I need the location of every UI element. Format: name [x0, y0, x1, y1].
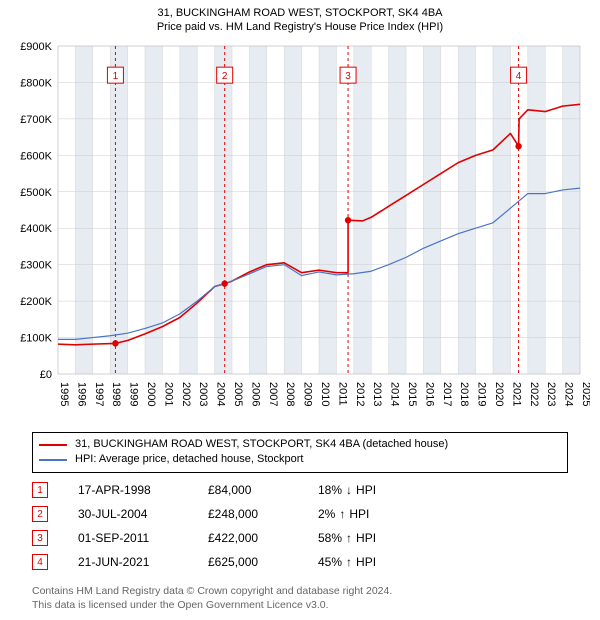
svg-text:2009: 2009: [302, 382, 314, 406]
svg-text:2016: 2016: [423, 382, 435, 406]
svg-text:2002: 2002: [180, 382, 192, 406]
legend-swatch: [39, 459, 67, 461]
arrow-up-icon: ↑: [346, 531, 352, 545]
arrow-up-icon: ↑: [339, 507, 345, 521]
sale-marker: 2: [32, 506, 48, 522]
svg-text:2011: 2011: [336, 382, 348, 406]
svg-text:2023: 2023: [545, 382, 557, 406]
svg-text:3: 3: [345, 71, 351, 82]
svg-text:2021: 2021: [510, 382, 522, 406]
sale-price: £625,000: [208, 555, 318, 569]
price-chart: £0 £100K £200K £300K £400K £500K £600K £700K £80…: [10, 40, 590, 420]
sale-delta: 45%↑HPI: [318, 555, 376, 569]
svg-text:£0: £0: [40, 369, 52, 381]
svg-text:2020: 2020: [493, 382, 505, 406]
sales-table: 1 17-APR-1998£84,00018%↓HPI 2 30-JUL-2004£2…: [32, 478, 376, 574]
footer: Contains HM Land Registry data © Crown c…: [32, 584, 392, 612]
svg-text:4: 4: [516, 71, 522, 82]
svg-text:1999: 1999: [128, 382, 140, 406]
legend-label: HPI: Average price, detached house, Stoc…: [75, 452, 304, 467]
legend-swatch: [39, 444, 67, 446]
sale-marker: 1: [32, 482, 48, 498]
svg-text:2022: 2022: [528, 382, 540, 406]
sale-row: 2 30-JUL-2004£248,0002%↑HPI: [32, 502, 376, 526]
svg-text:2019: 2019: [476, 382, 488, 406]
sale-row: 3 01-SEP-2011£422,00058%↑HPI: [32, 526, 376, 550]
sale-price: £84,000: [208, 483, 318, 497]
svg-text:2008: 2008: [284, 382, 296, 406]
sale-date: 01-SEP-2011: [78, 531, 208, 545]
sale-delta: 2%↑HPI: [318, 507, 369, 521]
svg-text:2: 2: [222, 71, 228, 82]
sale-delta: 58%↑HPI: [318, 531, 376, 545]
svg-text:2006: 2006: [249, 382, 261, 406]
svg-text:1998: 1998: [110, 382, 122, 406]
svg-text:2000: 2000: [145, 382, 157, 406]
arrow-down-icon: ↓: [346, 483, 352, 497]
footer-line1: Contains HM Land Registry data © Crown c…: [32, 584, 392, 598]
svg-text:£600K: £600K: [20, 150, 52, 162]
svg-text:2015: 2015: [406, 382, 418, 406]
sale-row: 4 21-JUN-2021£625,00045%↑HPI: [32, 550, 376, 574]
svg-text:2025: 2025: [580, 382, 590, 406]
svg-text:£700K: £700K: [20, 114, 52, 126]
legend-label: 31, BUCKINGHAM ROAD WEST, STOCKPORT, SK4…: [75, 437, 448, 452]
svg-text:2005: 2005: [232, 382, 244, 406]
svg-text:£300K: £300K: [20, 260, 52, 272]
svg-text:1: 1: [113, 71, 119, 82]
svg-text:2010: 2010: [319, 382, 331, 406]
svg-text:2017: 2017: [441, 382, 453, 406]
svg-text:2001: 2001: [162, 382, 174, 406]
sale-marker: 4: [32, 554, 48, 570]
svg-text:£900K: £900K: [20, 41, 52, 53]
svg-text:2007: 2007: [267, 382, 279, 406]
title-line2: Price paid vs. HM Land Registry's House …: [0, 20, 600, 34]
svg-text:1995: 1995: [58, 382, 70, 406]
legend-item: 31, BUCKINGHAM ROAD WEST, STOCKPORT, SK4…: [39, 437, 561, 452]
footer-line2: This data is licensed under the Open Gov…: [32, 598, 392, 612]
svg-text:£100K: £100K: [20, 333, 52, 345]
sale-marker: 3: [32, 530, 48, 546]
svg-text:£500K: £500K: [20, 187, 52, 199]
sale-price: £422,000: [208, 531, 318, 545]
svg-text:2012: 2012: [354, 382, 366, 406]
svg-text:2004: 2004: [215, 382, 227, 406]
legend-item: HPI: Average price, detached house, Stoc…: [39, 452, 561, 467]
svg-text:£200K: £200K: [20, 296, 52, 308]
sale-date: 21-JUN-2021: [78, 555, 208, 569]
legend: 31, BUCKINGHAM ROAD WEST, STOCKPORT, SK4…: [32, 432, 568, 473]
svg-text:2003: 2003: [197, 382, 209, 406]
svg-text:2024: 2024: [563, 382, 575, 406]
title-line1: 31, BUCKINGHAM ROAD WEST, STOCKPORT, SK4…: [0, 6, 600, 20]
arrow-up-icon: ↑: [346, 555, 352, 569]
sale-date: 30-JUL-2004: [78, 507, 208, 521]
svg-text:£800K: £800K: [20, 77, 52, 89]
chart-svg: £0 £100K £200K £300K £400K £500K £600K £700K £80…: [10, 40, 590, 420]
sale-date: 17-APR-1998: [78, 483, 208, 497]
svg-text:2018: 2018: [458, 382, 470, 406]
sale-delta: 18%↓HPI: [318, 483, 376, 497]
svg-text:1996: 1996: [75, 382, 87, 406]
svg-text:2013: 2013: [371, 382, 383, 406]
svg-text:£400K: £400K: [20, 223, 52, 235]
sale-row: 1 17-APR-1998£84,00018%↓HPI: [32, 478, 376, 502]
sale-price: £248,000: [208, 507, 318, 521]
svg-text:1997: 1997: [93, 382, 105, 406]
svg-text:2014: 2014: [389, 382, 401, 406]
